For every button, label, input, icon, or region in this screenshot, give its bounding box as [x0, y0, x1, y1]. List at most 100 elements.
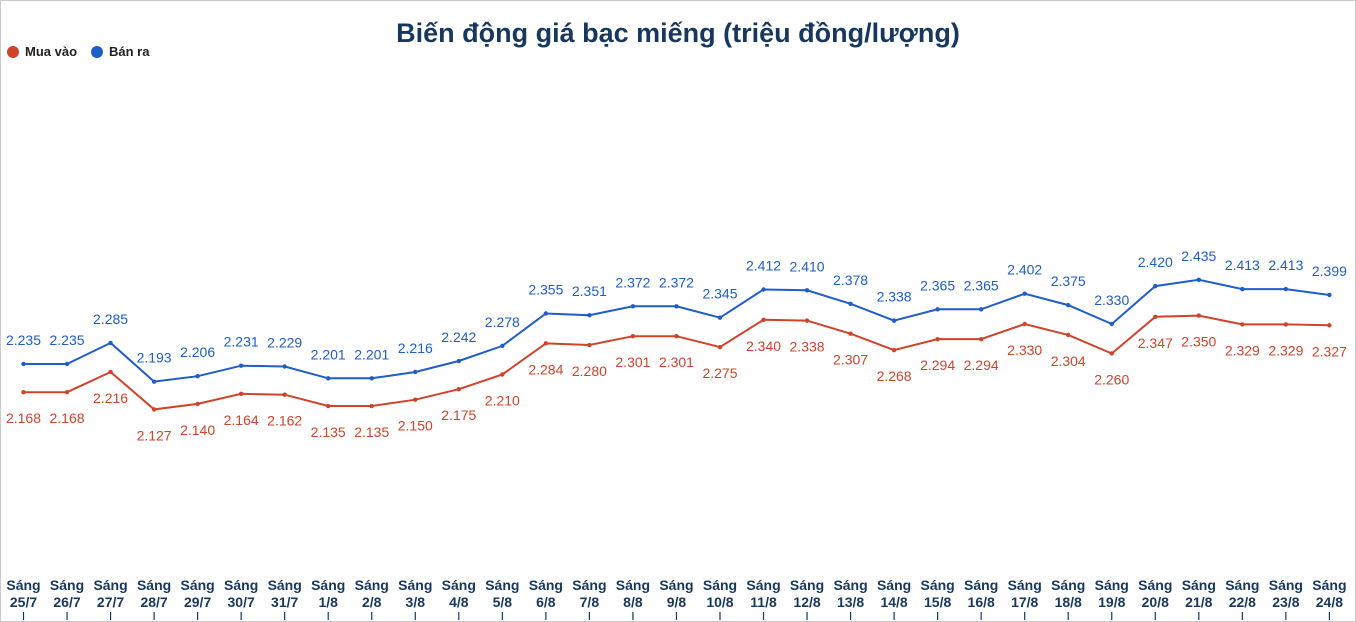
data-point-ban-ra [456, 358, 461, 364]
data-label-ban-ra: 2.285 [93, 311, 128, 327]
data-label-ban-ra: 2.413 [1268, 257, 1303, 273]
x-tick-label: Sáng [398, 577, 432, 593]
x-tick-label: 11/8 [750, 594, 777, 610]
x-tick-label: Sáng [268, 577, 302, 593]
chart-legend: Mua vào Bán ra [7, 44, 149, 59]
x-tick-label: 19/8 [1098, 594, 1125, 610]
data-point-mua-vao [282, 392, 287, 397]
data-label-ban-ra: 2.413 [1225, 257, 1260, 273]
data-label-mua-vao: 2.284 [528, 361, 563, 377]
data-point-ban-ra [1196, 277, 1202, 283]
x-tick-label: 21/8 [1185, 594, 1212, 610]
x-tick-label: Sáng [833, 577, 867, 593]
data-point-mua-vao [1109, 351, 1114, 356]
data-point-mua-vao [1327, 323, 1332, 328]
data-label-mua-vao: 2.150 [398, 418, 433, 434]
x-tick-label: 15/8 [924, 594, 951, 610]
data-point-mua-vao [369, 403, 374, 409]
data-point-mua-vao [891, 347, 897, 353]
data-point-ban-ra [935, 307, 940, 312]
x-tick-label: 23/8 [1272, 594, 1299, 610]
data-label-mua-vao: 2.168 [6, 410, 41, 426]
data-label-ban-ra: 2.345 [702, 286, 737, 302]
data-label-mua-vao: 2.216 [93, 390, 128, 406]
data-label-mua-vao: 2.301 [615, 354, 650, 370]
data-label-mua-vao: 2.330 [1007, 342, 1042, 358]
data-label-mua-vao: 2.327 [1312, 343, 1347, 359]
x-tick-label: 12/8 [793, 594, 820, 610]
data-point-mua-vao [543, 341, 549, 346]
data-point-ban-ra [674, 304, 679, 309]
data-label-ban-ra: 2.420 [1138, 254, 1173, 270]
data-label-mua-vao: 2.304 [1051, 353, 1086, 369]
x-tick-label: 25/7 [10, 594, 37, 610]
data-label-ban-ra: 2.435 [1181, 248, 1216, 264]
x-tick-label: Sáng [181, 577, 215, 593]
x-tick-label: 24/8 [1316, 594, 1343, 610]
x-tick-label: 5/8 [493, 594, 513, 610]
x-tick-label: 1/8 [318, 594, 338, 610]
data-point-ban-ra [151, 379, 157, 384]
data-point-mua-vao [1153, 314, 1158, 320]
data-label-ban-ra: 2.410 [790, 258, 825, 274]
x-tick-label: Sáng [746, 577, 780, 593]
x-tick-label: Sáng [790, 577, 824, 593]
x-tick-label: Sáng [921, 577, 955, 593]
data-point-ban-ra [630, 304, 636, 309]
data-label-mua-vao: 2.329 [1268, 342, 1303, 358]
data-point-mua-vao [1066, 332, 1071, 338]
data-label-ban-ra: 2.372 [659, 274, 694, 290]
data-label-ban-ra: 2.372 [615, 274, 650, 290]
data-label-ban-ra: 2.193 [137, 350, 172, 366]
data-point-ban-ra [21, 361, 26, 367]
x-tick-label: Sáng [311, 577, 345, 593]
data-point-ban-ra [804, 288, 810, 293]
data-label-ban-ra: 2.355 [528, 281, 563, 297]
x-tick-label: 7/8 [580, 594, 600, 610]
x-tick-label: Sáng [355, 577, 389, 593]
data-label-ban-ra: 2.216 [398, 340, 433, 356]
data-point-ban-ra [1066, 302, 1071, 308]
x-tick-label: 20/8 [1142, 594, 1169, 610]
x-tick-label: Sáng [703, 577, 737, 593]
data-point-ban-ra [1109, 321, 1114, 327]
data-label-mua-vao: 2.307 [833, 352, 868, 368]
data-label-mua-vao: 2.268 [877, 368, 912, 384]
data-point-ban-ra [1022, 291, 1027, 296]
data-label-mua-vao: 2.294 [964, 357, 999, 373]
data-point-mua-vao [630, 334, 636, 339]
data-label-ban-ra: 2.330 [1094, 292, 1129, 308]
x-tick-label: 2/8 [362, 594, 382, 610]
data-label-ban-ra: 2.412 [746, 258, 781, 274]
data-label-ban-ra: 2.231 [224, 334, 259, 350]
x-tick-label: Sáng [442, 577, 476, 593]
legend-label-ban-ra: Bán ra [109, 44, 150, 59]
data-label-ban-ra: 2.399 [1312, 263, 1347, 279]
x-tick-label: Sáng [1051, 577, 1085, 593]
data-point-ban-ra [848, 301, 853, 307]
data-point-mua-vao [1022, 321, 1027, 327]
x-tick-label: 29/7 [184, 594, 211, 610]
x-tick-label: Sáng [137, 577, 171, 593]
data-label-ban-ra: 2.378 [833, 272, 868, 288]
legend-label-mua-vao: Mua vào [25, 44, 78, 59]
data-point-mua-vao [1196, 313, 1202, 318]
data-point-ban-ra [543, 311, 549, 316]
x-tick-label: 22/8 [1229, 594, 1256, 610]
data-point-ban-ra [891, 318, 897, 323]
data-point-ban-ra [1283, 286, 1289, 292]
x-tick-label: 18/8 [1055, 594, 1082, 610]
data-point-mua-vao [108, 369, 113, 375]
data-point-mua-vao [500, 372, 505, 377]
x-tick-label: Sáng [877, 577, 911, 593]
data-point-ban-ra [1240, 286, 1245, 292]
data-label-mua-vao: 2.140 [180, 422, 215, 438]
data-label-mua-vao: 2.340 [746, 338, 781, 354]
data-point-ban-ra [238, 363, 244, 368]
data-label-mua-vao: 2.338 [790, 339, 825, 355]
x-tick-label: 6/8 [536, 594, 556, 610]
data-point-mua-vao [456, 387, 461, 392]
data-label-mua-vao: 2.301 [659, 354, 694, 370]
legend-marker-mua-vao [7, 45, 19, 58]
